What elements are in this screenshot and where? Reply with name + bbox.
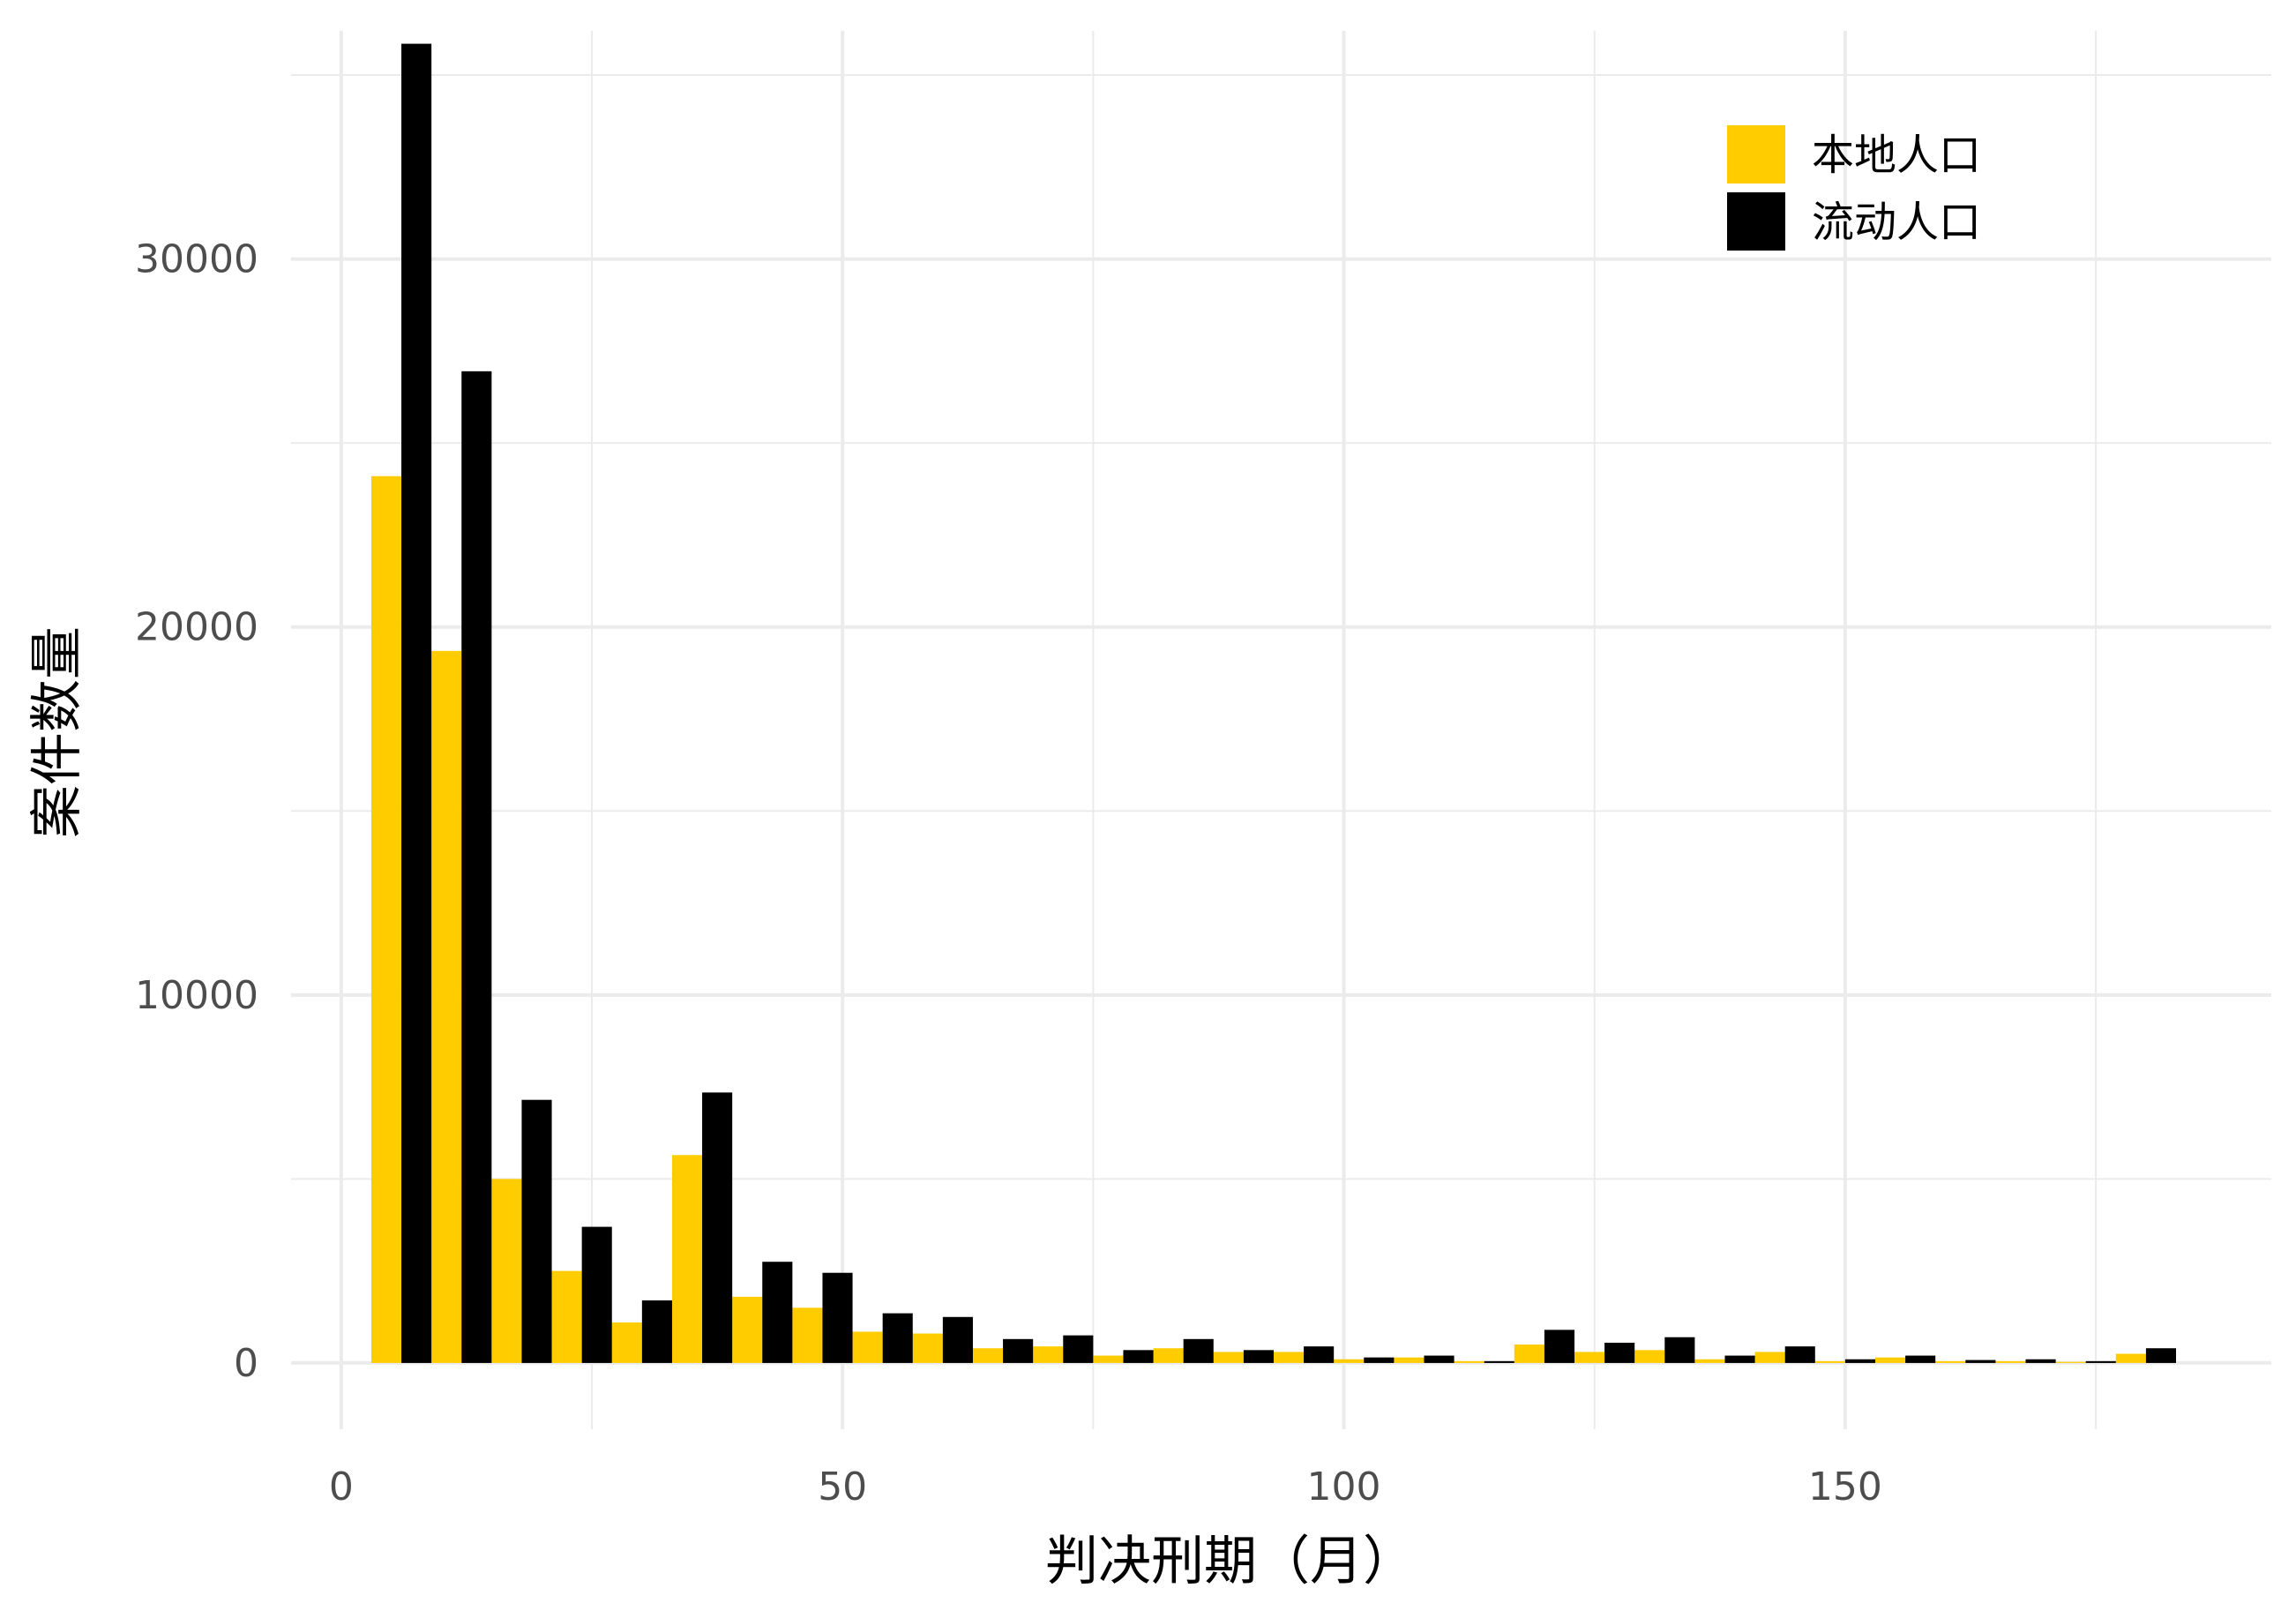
bar-series-0-bin-25 bbox=[1875, 1357, 1906, 1363]
bar-series-1-bin-8 bbox=[882, 1313, 913, 1363]
bar-series-0-bin-13 bbox=[1153, 1348, 1184, 1363]
bar-series-0-bin-26 bbox=[1935, 1360, 1966, 1363]
bar-series-1-bin-26 bbox=[1965, 1360, 1996, 1363]
bar-series-1-bin-4 bbox=[641, 1300, 672, 1363]
bar-series-0-bin-4 bbox=[611, 1322, 642, 1363]
bar-series-0-bin-17 bbox=[1394, 1357, 1425, 1363]
bar-series-0-bin-16 bbox=[1334, 1359, 1365, 1363]
bar-series-1-bin-15 bbox=[1304, 1346, 1335, 1363]
bar-series-0-bin-15 bbox=[1273, 1352, 1305, 1363]
bar-series-0-bin-3 bbox=[551, 1270, 582, 1363]
bar-series-1-bin-27 bbox=[2025, 1359, 2056, 1363]
bar-series-0-bin-2 bbox=[491, 1179, 522, 1363]
bar-series-0-bin-12 bbox=[1093, 1355, 1124, 1363]
bar-series-1-bin-1 bbox=[461, 371, 492, 1363]
bar-series-1-bin-5 bbox=[702, 1092, 733, 1363]
bar-series-1-bin-6 bbox=[762, 1262, 793, 1363]
bar-series-0-bin-14 bbox=[1213, 1352, 1244, 1363]
bar-series-1-bin-23 bbox=[1784, 1346, 1815, 1363]
legend-key-1 bbox=[1727, 192, 1785, 251]
bar-series-0-bin-21 bbox=[1634, 1350, 1665, 1363]
bar-series-0-bin-9 bbox=[912, 1333, 943, 1363]
bar-series-1-bin-18 bbox=[1484, 1360, 1514, 1363]
bar-series-0-bin-28 bbox=[2055, 1361, 2086, 1363]
bar-series-1-bin-14 bbox=[1243, 1350, 1274, 1363]
y-tick-label: 30000 bbox=[135, 237, 258, 282]
bar-series-0-bin-5 bbox=[671, 1155, 703, 1363]
bar-series-1-bin-19 bbox=[1544, 1330, 1574, 1363]
bar-series-1-bin-22 bbox=[1724, 1355, 1755, 1363]
bar-series-1-bin-11 bbox=[1063, 1335, 1094, 1363]
bar-series-0-bin-20 bbox=[1574, 1352, 1605, 1363]
bar-series-0-bin-18 bbox=[1454, 1360, 1485, 1363]
bar-series-0-bin-27 bbox=[1995, 1360, 2026, 1363]
bars bbox=[370, 43, 2177, 1363]
x-tick-label: 150 bbox=[1808, 1464, 1882, 1509]
y-tick-label: 10000 bbox=[135, 973, 258, 1018]
x-tick-label: 100 bbox=[1307, 1464, 1381, 1509]
bar-series-0-bin-0 bbox=[370, 476, 402, 1363]
bar-series-0-bin-22 bbox=[1694, 1359, 1725, 1363]
bar-series-0-bin-6 bbox=[732, 1296, 763, 1363]
x-axis-title: 判决刑期（月） bbox=[1045, 1531, 1416, 1592]
bar-series-0-bin-8 bbox=[852, 1331, 883, 1363]
bar-series-1-bin-28 bbox=[2085, 1360, 2116, 1363]
y-axis-ticks: 0 10000 20000 30000 bbox=[135, 237, 258, 1386]
bar-series-1-bin-24 bbox=[1844, 1359, 1875, 1363]
bar-series-1-bin-12 bbox=[1123, 1350, 1154, 1363]
bar-series-0-bin-19 bbox=[1514, 1345, 1544, 1363]
x-axis-ticks: 0 50 100 150 bbox=[329, 1464, 1882, 1509]
bar-series-0-bin-1 bbox=[431, 650, 462, 1363]
legend-label-1: 流动人口 bbox=[1812, 198, 1981, 247]
bar-series-1-bin-13 bbox=[1183, 1338, 1214, 1363]
bar-series-0-bin-29 bbox=[2115, 1353, 2146, 1363]
bar-series-1-bin-16 bbox=[1364, 1357, 1395, 1363]
y-tick-label: 0 bbox=[234, 1341, 258, 1386]
bar-series-1-bin-2 bbox=[521, 1099, 552, 1363]
bar-series-1-bin-25 bbox=[1905, 1355, 1936, 1363]
bar-series-1-bin-0 bbox=[401, 43, 432, 1363]
bar-series-0-bin-24 bbox=[1814, 1360, 1845, 1363]
x-tick-label: 50 bbox=[818, 1464, 867, 1509]
bar-series-1-bin-3 bbox=[581, 1226, 612, 1363]
bar-series-1-bin-17 bbox=[1424, 1355, 1455, 1363]
bar-series-1-bin-10 bbox=[1003, 1338, 1034, 1363]
bar-series-1-bin-9 bbox=[942, 1316, 973, 1363]
bar-series-1-bin-21 bbox=[1664, 1337, 1695, 1363]
bar-series-1-bin-20 bbox=[1604, 1342, 1635, 1363]
y-tick-label: 20000 bbox=[135, 605, 258, 650]
bar-series-0-bin-7 bbox=[792, 1307, 823, 1363]
y-axis-title: 案件数量 bbox=[26, 626, 88, 838]
legend-key-0 bbox=[1727, 125, 1785, 184]
x-tick-label: 0 bbox=[329, 1464, 354, 1509]
bar-series-1-bin-29 bbox=[2145, 1348, 2177, 1363]
bar-series-0-bin-11 bbox=[1033, 1346, 1064, 1363]
bar-series-0-bin-23 bbox=[1754, 1352, 1785, 1363]
bar-series-0-bin-10 bbox=[972, 1348, 1004, 1363]
legend-label-0: 本地人口 bbox=[1812, 131, 1981, 180]
bar-series-1-bin-7 bbox=[822, 1272, 853, 1363]
